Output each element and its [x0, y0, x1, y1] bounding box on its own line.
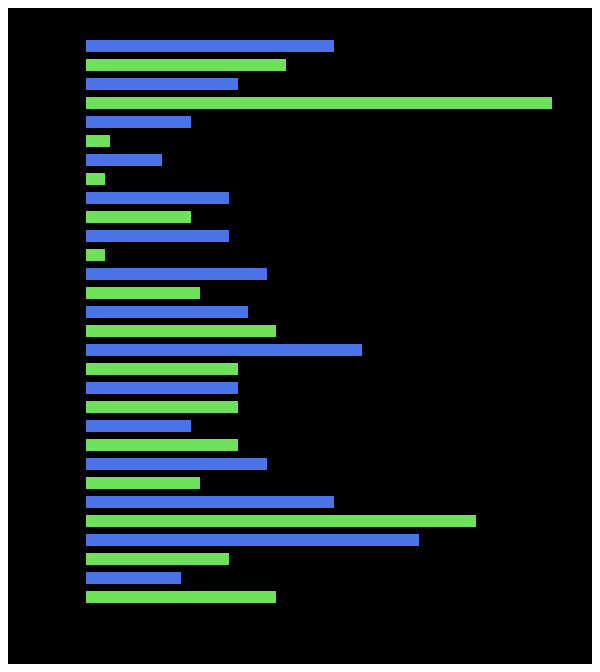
bar-row	[86, 515, 476, 527]
chart-outer	[0, 0, 600, 672]
bar-row	[86, 230, 229, 242]
bar-row	[86, 401, 238, 413]
bar-row	[86, 287, 200, 299]
bar-row	[86, 59, 286, 71]
bar-row	[86, 211, 191, 223]
bar-row	[86, 458, 267, 470]
bar-row	[86, 325, 276, 337]
bar-row	[86, 496, 334, 508]
bar-row	[86, 477, 200, 489]
bar-row	[86, 40, 334, 52]
horizontal-bar-chart	[8, 8, 592, 664]
bar-row	[86, 97, 552, 109]
bar-row	[86, 382, 238, 394]
bar-row	[86, 553, 229, 565]
bar-row	[86, 268, 267, 280]
bar-row	[86, 572, 181, 584]
bar-row	[86, 363, 238, 375]
bar-row	[86, 173, 105, 185]
bar-row	[86, 154, 162, 166]
bar-row	[86, 192, 229, 204]
bar-row	[86, 591, 276, 603]
bar-row	[86, 116, 191, 128]
bar-row	[86, 306, 248, 318]
bar-row	[86, 135, 110, 147]
bars-container	[86, 40, 562, 636]
bar-row	[86, 420, 191, 432]
bar-row	[86, 534, 419, 546]
bar-row	[86, 344, 362, 356]
bar-row	[86, 439, 238, 451]
bar-row	[86, 78, 238, 90]
bar-row	[86, 249, 105, 261]
